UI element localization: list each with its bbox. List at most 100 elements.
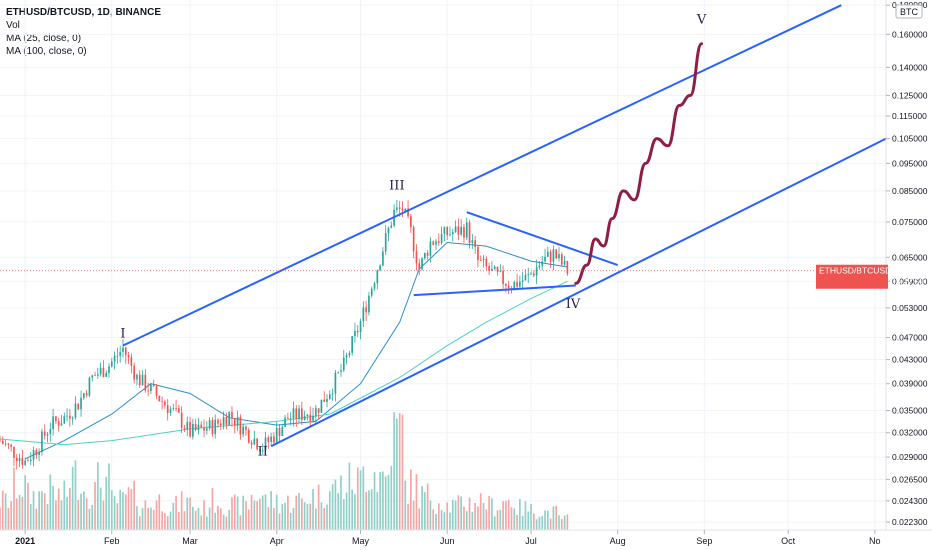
volume-bar [563,515,566,530]
y-tick-label: 0.075000 [892,217,928,227]
volume-bar [150,507,152,530]
volume-bar [519,499,521,530]
volume-bar [152,509,155,530]
volume-bar [334,479,337,530]
y-tick-label: 0.059000 [892,276,928,286]
candle-body [155,386,158,396]
candle-body [477,246,479,260]
volume-bar [317,484,320,530]
volume-bar [178,512,180,530]
y-tick-label: 0.065000 [892,252,928,262]
candle-body [342,357,345,371]
y-tick-label: 0.026500 [892,474,928,484]
candle-body [451,232,454,235]
candle-body [421,258,423,270]
volume-bar [384,476,387,530]
candle-body [566,260,569,274]
volume-bar [516,514,518,530]
volume-bar [222,514,225,530]
volume-bar [35,508,38,530]
candle-body [410,216,412,228]
volume-bar [345,492,348,530]
volume-bar [259,498,261,530]
candle-body [303,416,306,420]
candle-body [32,450,35,460]
candle-body [337,371,340,373]
volume-bar [298,493,300,530]
volume-bar [32,491,35,530]
candle-body [122,347,124,352]
indicator-vol[interactable]: Vol [6,20,20,31]
candle-body [558,254,560,259]
volume-bar [326,504,328,530]
y-tick-label: 0.115000 [892,111,927,121]
candle-body [513,282,516,291]
volume-bar [463,506,465,530]
candle-body [317,408,320,413]
x-tick-label: Jun [440,536,455,546]
candle-body [169,408,172,413]
candle-body [74,403,77,418]
indicator-ma100[interactable]: MA (100, close, 0) [6,46,87,57]
volume-bar [233,494,236,530]
volume-bar [192,506,194,530]
volume-bar [446,502,449,530]
volume-bar [555,505,558,530]
y-tick-label: 0.140000 [892,62,928,72]
candle-body [289,418,292,420]
price-countdown: 03:27:59 [891,277,924,287]
candle-body [15,457,18,462]
volume-bar [412,500,415,530]
volume-bar [270,491,272,530]
candle-body [60,423,63,426]
volume-bar [303,502,306,530]
candle-body [52,416,54,430]
candle-body [432,241,435,245]
candle-body [267,437,270,442]
volume-bar [116,503,119,530]
volume-bar [253,500,256,530]
volume-bar [38,491,40,530]
currency-badge[interactable]: BTC [895,4,923,19]
candle-body [479,259,482,261]
volume-bar [180,491,183,530]
volume-bar [183,511,186,530]
volume-bar [491,498,493,530]
candle-body [552,249,555,262]
candle-body [351,336,354,353]
volume-bar [354,494,356,530]
volume-bar [49,474,52,530]
trendlines[interactable] [122,4,887,448]
volume-bar [141,508,144,530]
volume-bar [66,496,68,530]
volume-bar [348,462,351,530]
volume-bar [194,510,197,530]
candle-body [261,450,264,452]
volume-bar [43,493,46,530]
candle-body [507,285,510,289]
volume-bar [323,507,326,530]
candle-body [454,226,457,233]
y-tick-label: 0.095000 [892,158,928,168]
volume-bar [88,508,91,530]
volume-bar [510,507,513,530]
candle-body [493,266,496,270]
volume-bar [55,500,57,530]
candle-body [13,446,15,458]
candle-body [180,412,183,428]
candle-body [247,429,250,443]
projection-curve [574,42,703,285]
volume-bar [164,513,166,530]
projection-path[interactable] [574,42,703,285]
candle-body [228,412,231,426]
volume-bar [217,505,219,530]
indicator-ma25[interactable]: MA (25, close, 0) [6,33,82,44]
candle-body [96,374,99,376]
volume-bar [214,512,217,530]
symbol-title[interactable]: ETHUSD/BTCUSD, 1D, BINANCE [6,7,162,18]
volume-bar [488,495,490,530]
candle-body [138,374,141,386]
x-axis-labels: 2021 Feb Mar Apr May Jun Jul Aug Sep Oct No [15,530,881,546]
volume-bar [396,418,398,530]
